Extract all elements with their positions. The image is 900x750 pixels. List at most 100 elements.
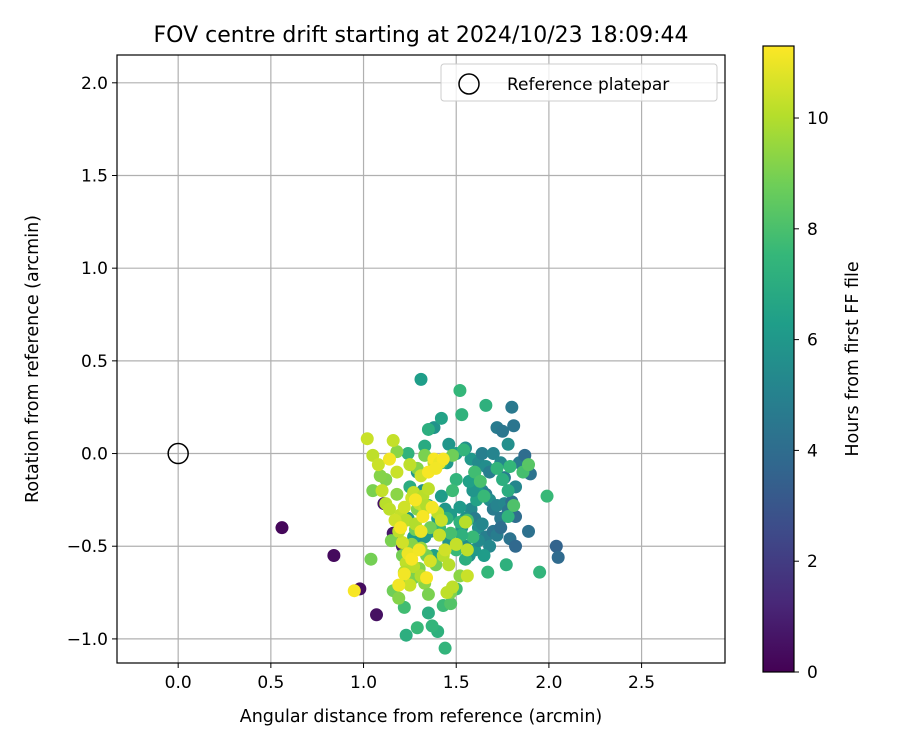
data-point [414, 524, 428, 538]
data-point [421, 606, 435, 620]
data-point [460, 569, 474, 583]
data-point [496, 424, 510, 438]
data-point [444, 526, 458, 540]
data-point [549, 539, 563, 553]
data-point [386, 434, 400, 448]
y-tick-label: 1.5 [81, 166, 108, 186]
data-point [399, 628, 413, 642]
colorbar-tick-label: 4 [807, 441, 818, 461]
reference-platepar-marker [167, 442, 189, 465]
data-point [392, 578, 406, 592]
y-tick-label: 2.0 [81, 74, 108, 94]
data-point [347, 584, 361, 598]
x-axis-ticks: 0.0 0.5 1.0 1.5 2.0 2.5 [165, 663, 655, 693]
data-point [420, 571, 434, 585]
data-point [384, 534, 398, 548]
data-point [507, 419, 521, 433]
data-point [509, 539, 523, 553]
data-point [390, 465, 404, 479]
plot-frame [116, 54, 726, 664]
data-point [458, 515, 472, 529]
data-point [364, 552, 378, 566]
x-tick-label: 2.5 [628, 673, 655, 693]
data-point [477, 489, 491, 503]
data-point [423, 554, 437, 568]
colorbar-tick-label: 2 [807, 552, 818, 572]
data-point [401, 447, 415, 461]
data-point [446, 484, 460, 498]
data-point [414, 372, 428, 386]
x-axis-label: Angular distance from reference (arcmin) [240, 707, 603, 727]
x-tick-label: 2.0 [535, 673, 562, 693]
data-point [522, 458, 536, 472]
x-tick-label: 0.5 [257, 673, 284, 693]
data-point [449, 537, 463, 551]
data-point [366, 484, 380, 498]
data-point [505, 400, 519, 414]
data-point [275, 521, 289, 535]
y-tick-label: 1.0 [81, 259, 108, 279]
data-point [494, 521, 508, 535]
legend-box [440, 63, 718, 102]
data-point [327, 548, 341, 562]
data-point [375, 484, 389, 498]
data-point [438, 543, 452, 557]
data-point [453, 500, 467, 514]
colorbar-tick-label: 6 [807, 331, 818, 351]
y-tick-label: −0.5 [67, 537, 108, 557]
data-point [453, 384, 467, 398]
data-point [418, 439, 432, 453]
colorbar-gradient [762, 45, 795, 673]
legend-marker-icon [458, 73, 480, 95]
legend-label: Reference platepar [507, 75, 669, 95]
data-point [410, 621, 424, 635]
data-point [503, 460, 517, 474]
data-point [501, 484, 515, 498]
data-point [499, 558, 513, 572]
data-point [429, 461, 443, 475]
data-point [397, 500, 411, 514]
data-point [496, 472, 510, 486]
data-point [403, 458, 417, 472]
data-point [392, 591, 406, 605]
data-point [457, 443, 471, 457]
data-point [382, 502, 396, 516]
data-point [442, 437, 456, 451]
legend: Reference platepar [440, 63, 718, 102]
data-point [442, 558, 456, 572]
y-tick-label: 0.5 [81, 352, 108, 372]
data-point [444, 597, 458, 611]
data-point [455, 408, 469, 422]
data-point [371, 458, 385, 472]
data-point [405, 552, 419, 566]
data-point [390, 487, 404, 501]
data-point [507, 498, 521, 512]
data-point [421, 587, 435, 601]
data-point [408, 493, 422, 507]
data-points [275, 372, 565, 655]
data-point [403, 578, 417, 592]
data-point [373, 469, 387, 483]
data-point [475, 447, 489, 461]
data-point [475, 517, 489, 531]
data-point [446, 580, 460, 594]
y-axis-ticks: −1.0 −0.5 0.0 0.5 1.0 1.5 2.0 [67, 74, 117, 650]
data-point [416, 510, 430, 524]
y-tick-label: −1.0 [67, 630, 108, 650]
data-point [394, 521, 408, 535]
data-point [477, 548, 491, 562]
data-point [395, 536, 409, 550]
y-axis-label: Rotation from reference (arcmin) [23, 215, 43, 503]
data-point [501, 510, 515, 524]
data-point [533, 565, 547, 579]
data-point [382, 452, 396, 466]
data-point [425, 619, 439, 633]
colorbar-ticks: 0 2 4 6 8 10 [794, 109, 829, 683]
x-tick-label: 0.0 [165, 673, 192, 693]
data-point [370, 608, 384, 622]
data-point [421, 482, 435, 496]
x-tick-label: 1.0 [350, 673, 377, 693]
chart-title: FOV centre drift starting at 2024/10/23 … [154, 23, 689, 48]
data-point [425, 500, 439, 514]
